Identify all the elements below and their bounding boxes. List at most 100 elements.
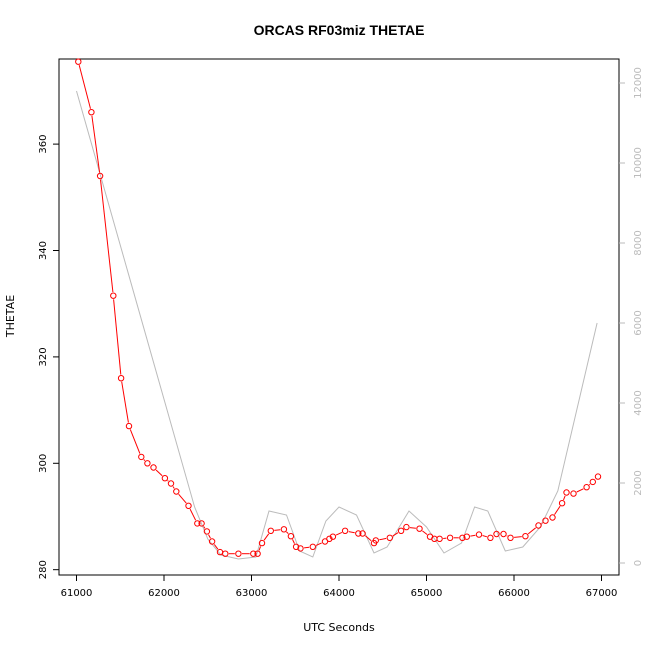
data-point [110, 292, 117, 299]
y-axis-label: THETAE [4, 295, 17, 338]
data-point [150, 464, 157, 471]
y-tick-label: 360 [38, 135, 49, 154]
primary-series-segment [172, 486, 175, 489]
data-point [583, 484, 590, 491]
data-point [258, 539, 266, 547]
data-point [397, 527, 405, 534]
ticks-layer: 61000 62000 63000 64000 65000 66000 67000 280 30… [38, 67, 644, 599]
primary-series-segment [263, 533, 270, 541]
data-point [507, 534, 514, 541]
primary-series-layer [75, 58, 602, 557]
data-point [88, 109, 95, 116]
data-point [297, 545, 304, 552]
primary-series-segment [143, 459, 146, 462]
data-point [558, 500, 566, 507]
data-point [359, 530, 366, 537]
data-point [326, 535, 333, 542]
data-point [493, 530, 500, 538]
data-point [341, 527, 349, 534]
data-point [267, 527, 274, 534]
primary-series-segment [274, 529, 281, 531]
y2-tick-label: 6000 [633, 310, 644, 335]
primary-series-segment [178, 493, 187, 504]
data-point [125, 422, 133, 430]
data-point [144, 460, 151, 467]
x-tick-label: 63000 [236, 588, 268, 599]
y2-tick-label: 0 [633, 560, 644, 566]
data-point [96, 172, 104, 180]
data-point [185, 502, 192, 509]
secondary-series-layer [76, 90, 598, 560]
primary-series-segment [121, 381, 129, 423]
primary-series-segment [541, 522, 543, 524]
primary-series-segment [113, 299, 122, 375]
primary-series-segment [482, 535, 488, 538]
data-point [203, 528, 211, 535]
primary-series-segment [588, 483, 591, 486]
y2-tick-label: 10000 [633, 147, 644, 179]
y-tick-label: 320 [38, 347, 49, 366]
y-tick-label: 280 [38, 560, 49, 579]
primary-series-segment [470, 534, 476, 537]
primary-series-segment [100, 179, 114, 293]
data-point [589, 478, 596, 486]
data-point [570, 490, 577, 497]
chart-title: ORCAS RF03miz THETAE [254, 22, 425, 38]
primary-series-segment [167, 480, 169, 482]
data-point [222, 550, 229, 557]
data-point [436, 535, 443, 542]
data-point [500, 530, 507, 538]
data-point [594, 473, 602, 480]
y-tick-label: 340 [38, 241, 49, 260]
data-point [235, 550, 242, 557]
primary-series-segment [189, 508, 197, 521]
data-point [75, 58, 82, 65]
primary-series-segment [208, 534, 211, 539]
y2-tick-label: 8000 [633, 230, 644, 255]
primary-series-segment [409, 527, 416, 529]
primary-series-segment [527, 527, 537, 535]
primary-series-segment [576, 488, 584, 493]
y2-tick-label: 2000 [633, 470, 644, 495]
primary-series-segment [514, 536, 522, 538]
data-point [416, 525, 423, 532]
y2-tick-label: 4000 [633, 390, 644, 415]
data-point [549, 514, 556, 521]
data-point [403, 523, 410, 531]
data-point [117, 375, 125, 382]
x-axis-label: UTC Seconds [303, 621, 375, 634]
primary-series-segment [379, 537, 387, 541]
x-tick-label: 64000 [323, 588, 355, 599]
primary-series-segment [392, 532, 399, 537]
data-point [459, 534, 466, 541]
data-point [280, 526, 288, 533]
data-point [487, 534, 494, 541]
data-point [475, 531, 483, 538]
primary-series-segment [304, 546, 310, 549]
primary-series-segment [292, 539, 295, 544]
x-tick-label: 67000 [586, 588, 618, 599]
y2-tick-label: 12000 [633, 67, 644, 99]
primary-series-segment [348, 531, 355, 534]
x-tick-label: 65000 [411, 588, 443, 599]
data-point [167, 480, 175, 487]
primary-series-segment [365, 535, 372, 542]
data-point [208, 538, 216, 545]
primary-series-segment [203, 526, 206, 529]
primary-series-segment [335, 531, 343, 536]
primary-series-segment [422, 530, 428, 535]
plot-frame [58, 58, 620, 576]
data-point [250, 550, 257, 557]
data-point [372, 537, 379, 544]
data-point [355, 530, 362, 537]
data-point [386, 534, 393, 541]
data-point [198, 520, 205, 527]
data-point [535, 522, 542, 529]
data-point [254, 550, 261, 557]
x-tick-label: 66000 [498, 588, 530, 599]
data-point [173, 488, 180, 495]
data-point [563, 489, 570, 496]
data-point [161, 475, 169, 482]
data-point [287, 533, 295, 540]
